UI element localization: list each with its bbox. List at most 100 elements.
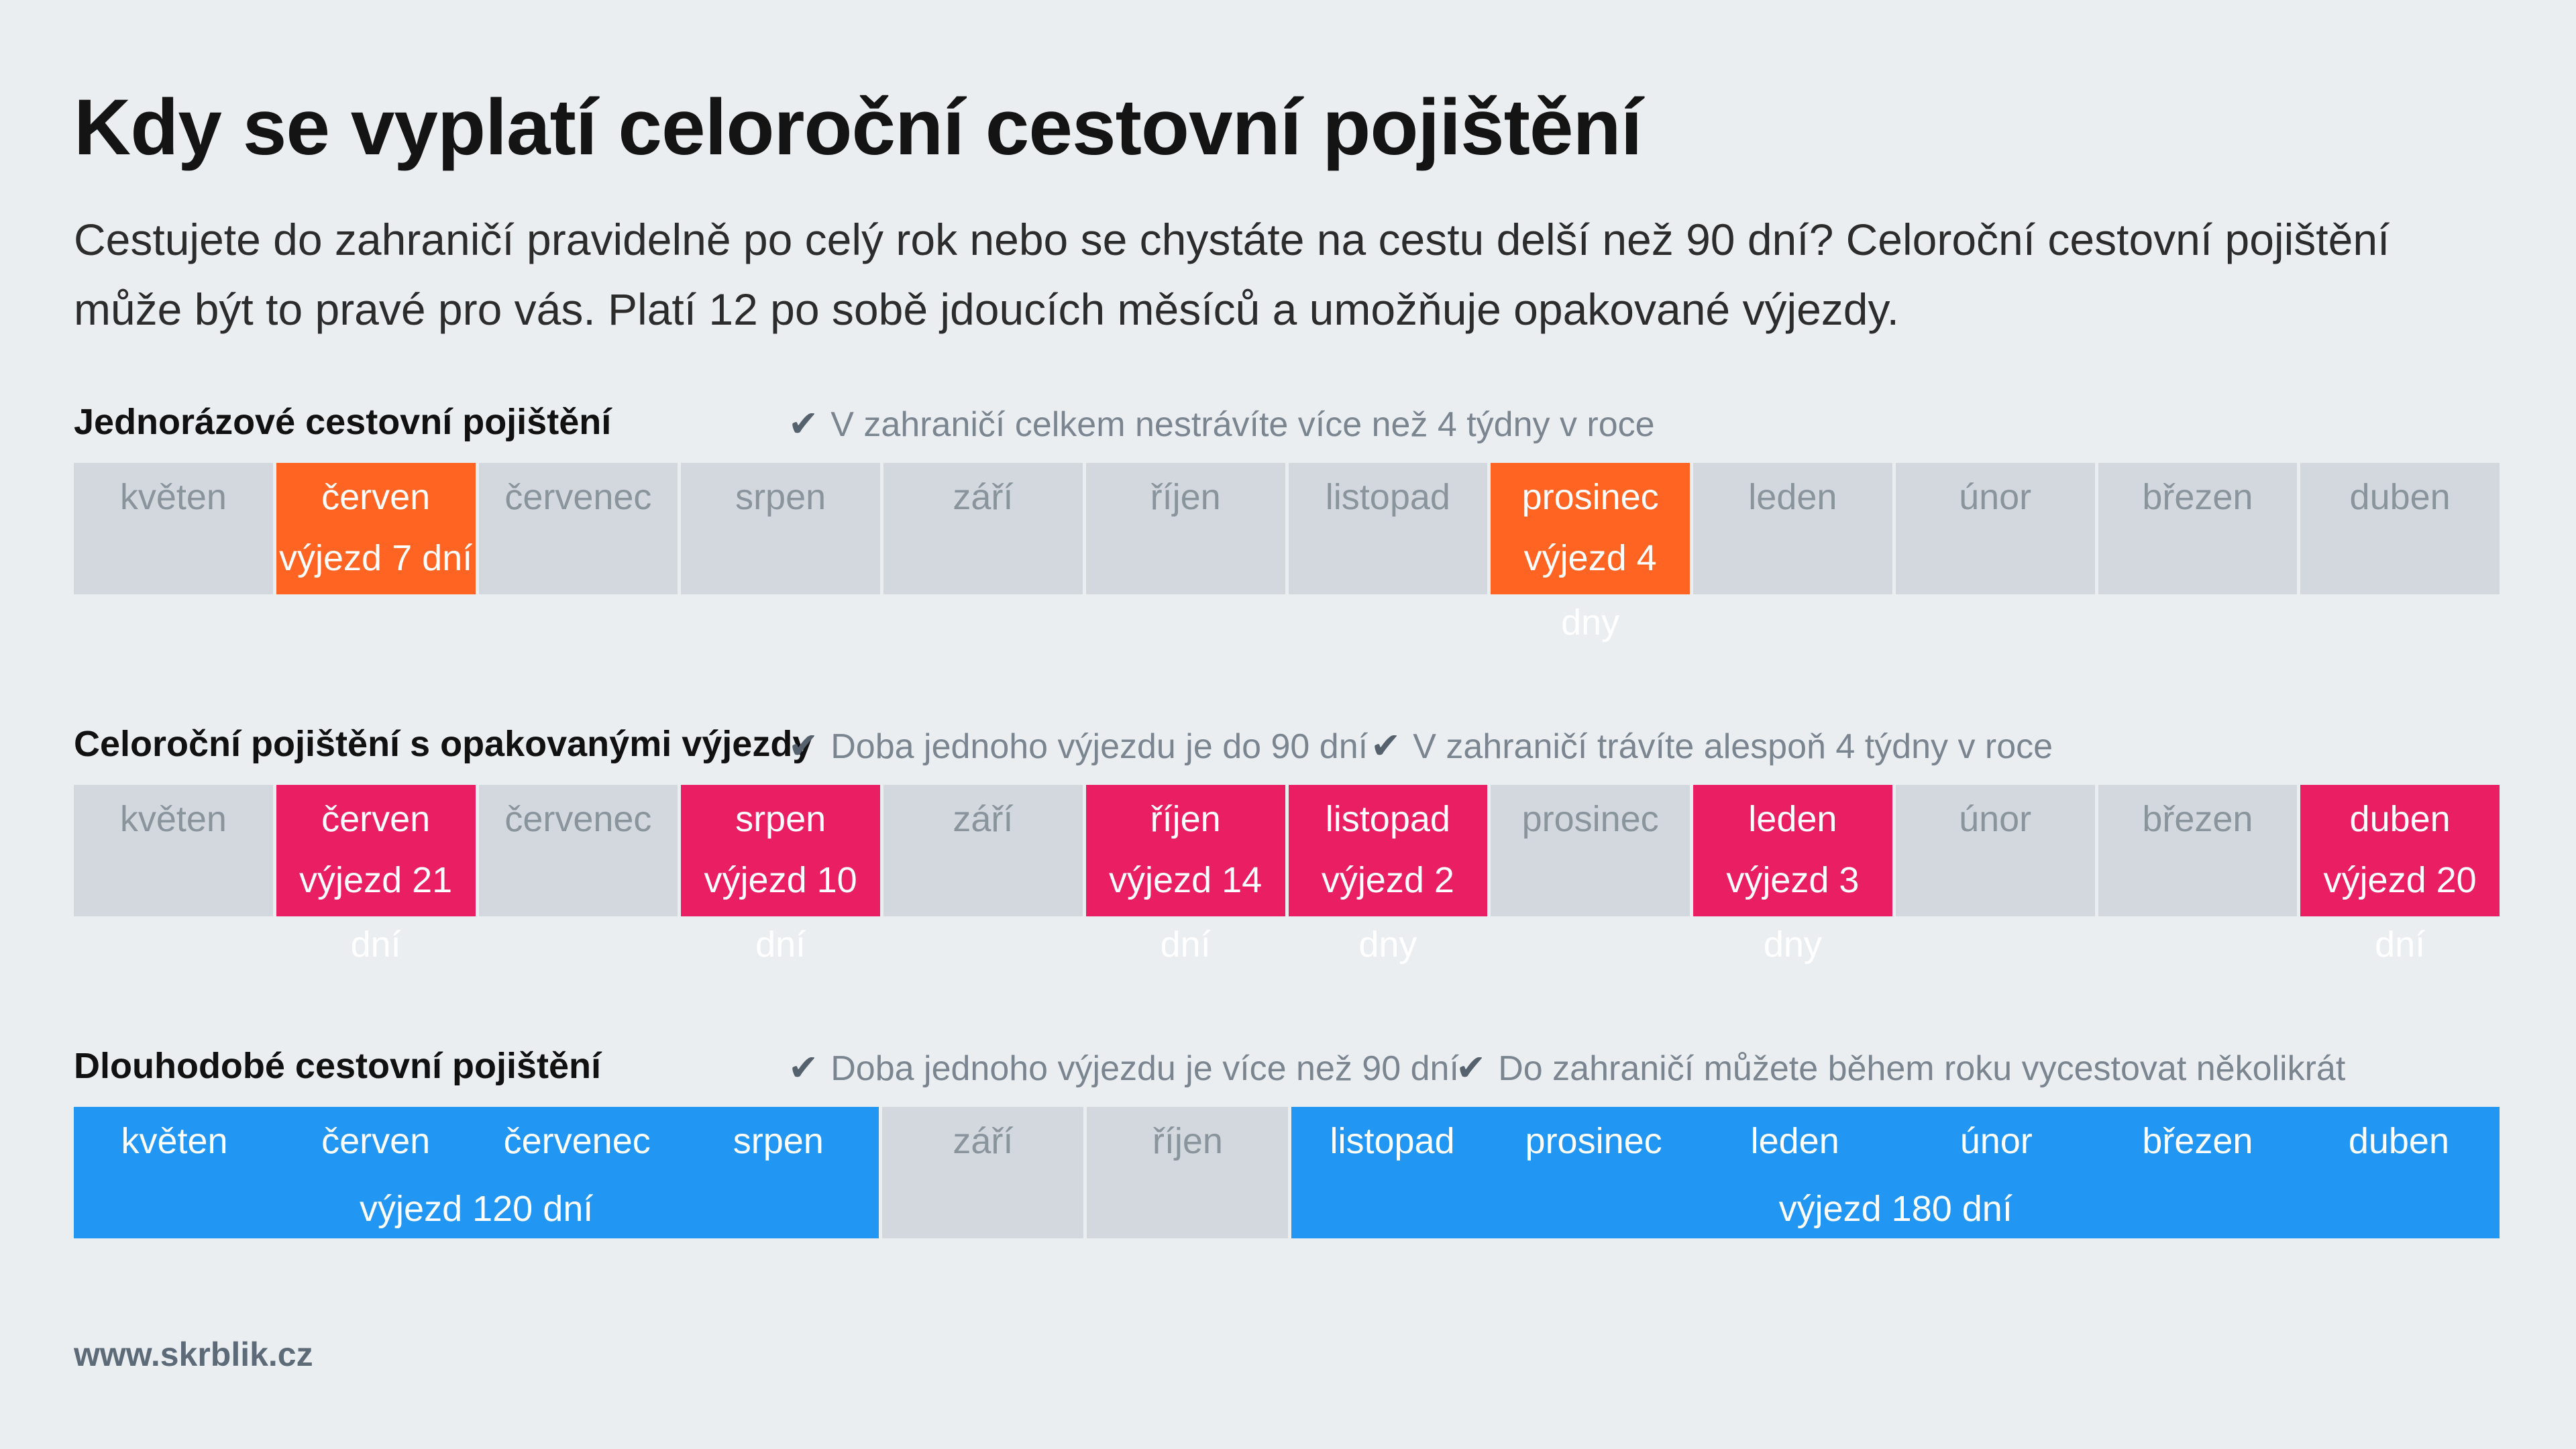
month-label: březen [2142,799,2253,839]
month-label: květen [119,477,227,517]
month-cell-listopad: listopad [1291,1107,1493,1238]
month-label: prosinec [1521,477,1659,517]
month-bar: květen červen červenec srpen výjezd 120 … [74,1107,2500,1238]
month-cell-listopad: listopad výjezd 2 dny [1288,785,1488,965]
month-label: srpen [735,799,826,839]
section-note: ✔ Doba jednoho výjezdu je více než 90 dní [788,1046,1459,1089]
month-label: září [953,1121,1014,1161]
month-label: únor [1959,477,2032,517]
month-label: červenec [503,1121,651,1161]
section-header: Celoroční pojištění s opakovanými výjezd… [74,718,2500,778]
month-label: srpen [735,477,826,517]
month-cell-kveten: květen [74,463,273,594]
infographic: Kdy se vyplatí celoroční cestovní pojišt… [74,0,2500,1449]
month-cell-rijen: říjen [1087,1107,1289,1238]
month-label: říjen [1152,1121,1223,1161]
intro-paragraph: Cestujete do zahraničí pravidelně po cel… [74,215,2390,334]
month-label: leden [1750,1121,1839,1161]
section-title: Jednorázové cestovní pojištění [74,402,612,442]
month-label: duben [2349,799,2451,839]
month-label: květen [119,799,227,839]
month-cell-duben: duben výjezd 20 dní [2300,785,2500,965]
month-cell-leden: leden [1693,463,1892,594]
month-cell-prosinec: prosinec [1493,1107,1695,1238]
trip-label: výjezd 180 dní [1778,1189,2012,1229]
month-cell-rijen: říjen [1085,463,1285,594]
section-note: ✔ V zahraničí celkem nestrávíte více než … [788,402,1655,445]
month-label: červen [321,799,431,839]
month-cell-rijen: říjen výjezd 14 dní [1085,785,1285,965]
month-label: červenec [504,477,652,517]
month-cell-prosinec: prosinec [1491,785,1690,916]
month-cell-zari: září [883,785,1083,916]
note-text: Doba jednoho výjezdu je do 90 dní [830,727,1368,766]
section-title: Celoroční pojištění s opakovanými výjezd… [74,724,813,764]
trip-label: výjezd 20 dní [2323,860,2477,965]
month-cell-leden: leden výjezd 3 dny [1693,785,1892,965]
month-cell-brezen: březen [2097,1107,2298,1238]
month-cell-brezen: březen [2098,463,2298,594]
section-note: ✔ V zahraničí trávíte alespoň 4 týdny v r… [1371,724,2053,767]
section-title: Dlouhodobé cestovní pojištění [74,1046,602,1086]
month-label: prosinec [1521,799,1659,839]
month-label: červen [321,1121,431,1161]
month-cell-unor: únor [1895,785,2095,916]
month-cell-cerven: červen výjezd 21 dní [276,785,476,965]
month-cell-duben: duben [2300,463,2500,594]
check-icon: ✔ [788,724,819,767]
month-cell-prosinec: prosinec výjezd 4 dny [1491,463,1690,643]
month-label: leden [1748,799,1837,839]
trip-label: výjezd 21 dní [299,860,453,965]
check-icon: ✔ [1371,724,1401,767]
month-label: duben [2348,1121,2449,1161]
month-label: duben [2349,477,2451,517]
section-header: Dlouhodobé cestovní pojištění ✔ Doba jedn… [74,1040,2500,1100]
section-note: ✔ Do zahraničí můžete během roku vycestov… [1456,1046,2345,1089]
month-cell-kveten: květen [74,1107,275,1238]
section-long-term: Dlouhodobé cestovní pojištění ✔ Doba jedn… [74,1040,2500,1238]
month-bar: květen červen výjezd 7 dní červenec srpen… [74,463,2500,643]
section-note: ✔ Doba jednoho výjezdu je do 90 dní [788,724,1368,767]
check-icon: ✔ [788,1046,819,1089]
month-label: listopad [1325,799,1450,839]
month-label: listopad [1330,1121,1455,1161]
page-title: Kdy se vyplatí celoroční cestovní pojišt… [74,83,1642,172]
month-cell-cervenec: červenec [478,463,678,594]
site-url: www.skrblik.cz [74,1336,313,1373]
month-cell-duben: duben [2298,1107,2500,1238]
trip-span-180: listopad prosinec leden únor březen dube… [1291,1107,2500,1238]
month-cell-leden: leden [1695,1107,1896,1238]
month-label: květen [121,1121,228,1161]
month-cell-srpen: srpen [681,463,880,594]
month-label: září [953,799,1014,839]
month-bar: květen červen výjezd 21 dní červenec srpe… [74,785,2500,965]
month-label: listopad [1325,477,1450,517]
note-text: Doba jednoho výjezdu je více než 90 dní [830,1049,1459,1088]
month-label: říjen [1150,477,1221,517]
trip-label: výjezd 2 dny [1321,860,1454,965]
note-text: V zahraničí celkem nestrávíte více než 4… [830,405,1655,444]
month-label: prosinec [1525,1121,1662,1161]
month-cell-srpen: srpen výjezd 10 dní [681,785,880,965]
month-label: leden [1748,477,1837,517]
month-label: říjen [1150,799,1221,839]
month-label: září [953,477,1014,517]
month-label: únor [1959,799,2032,839]
month-label: červen [321,477,431,517]
month-label: únor [1960,1121,2033,1161]
trip-label: výjezd 10 dní [704,860,857,965]
section-header: Jednorázové cestovní pojištění ✔ V zahran… [74,396,2500,456]
trip-label: výjezd 7 dní [279,538,473,578]
trip-label: výjezd 120 dní [360,1189,594,1229]
month-cell-unor: únor [1895,463,2095,594]
month-cell-kveten: květen [74,785,273,916]
trip-label: výjezd 14 dní [1109,860,1263,965]
month-cell-brezen: březen [2098,785,2298,916]
month-cell-zari: září [883,463,1083,594]
month-cell-cervenec: červenec [476,1107,678,1238]
trip-label: výjezd 3 dny [1726,860,1860,965]
note-text: V zahraničí trávíte alespoň 4 týdny v ro… [1413,727,2053,766]
trip-span-120: květen červen červenec srpen výjezd 120 … [74,1107,879,1238]
section-single-trip: Jednorázové cestovní pojištění ✔ V zahran… [74,396,2500,643]
note-text: Do zahraničí můžete během roku vycestova… [1498,1049,2346,1088]
